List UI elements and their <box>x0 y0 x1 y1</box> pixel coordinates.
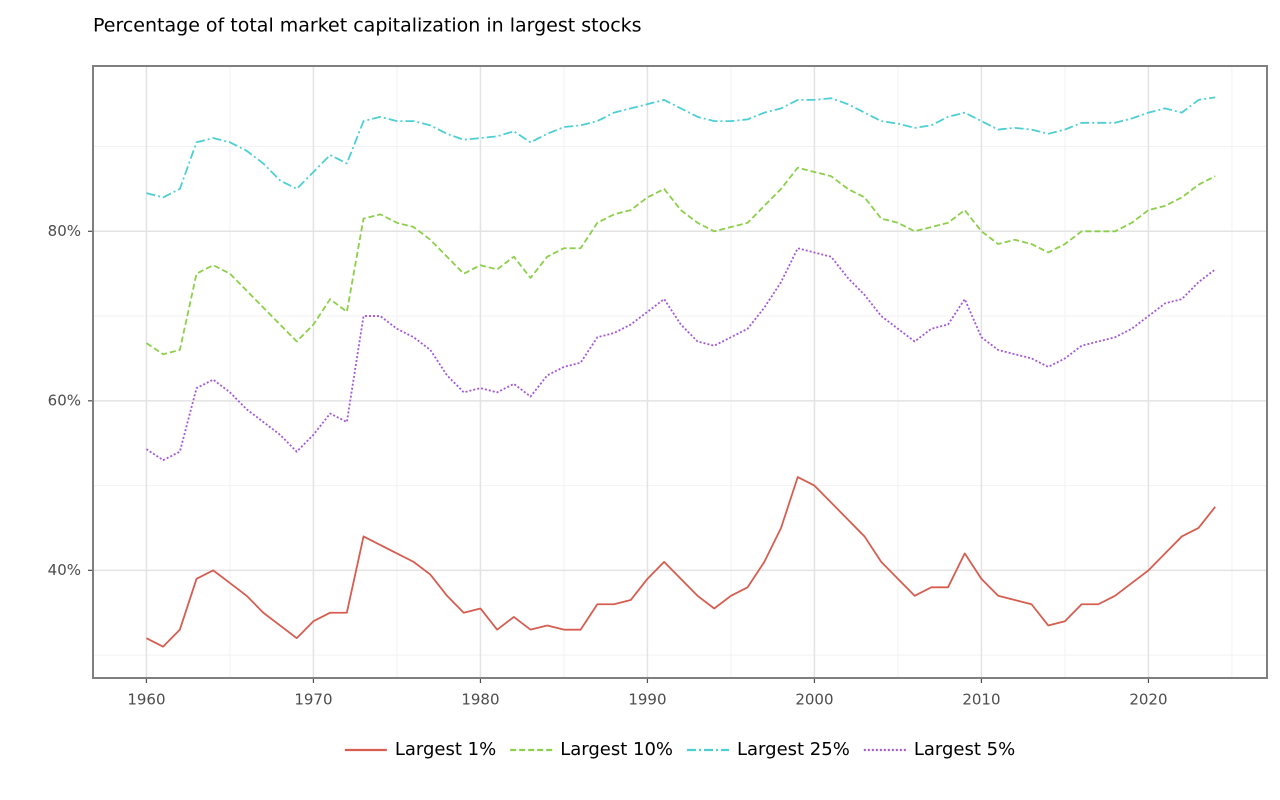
series-line <box>145 166 1216 356</box>
x-tick-label: 2000 <box>795 691 833 709</box>
x-tick-label: 1980 <box>461 691 499 709</box>
chart-title: Percentage of total market capitalizatio… <box>93 15 642 37</box>
x-tick-label: 1990 <box>628 691 666 709</box>
series-line <box>146 96 1216 199</box>
y-tick-label: 40% <box>48 561 81 579</box>
legend-label: Largest 25% <box>737 739 850 760</box>
legend-label: Largest 5% <box>914 739 1015 760</box>
series-line <box>145 247 1216 462</box>
x-tick-label: 2020 <box>1129 691 1167 709</box>
legend-label: Largest 10% <box>560 739 673 760</box>
x-tick-label: 2010 <box>962 691 1000 709</box>
y-tick-label: 60% <box>48 391 81 409</box>
x-tick-label: 1960 <box>127 691 165 709</box>
series-line <box>146 476 1216 648</box>
x-tick-label: 1970 <box>294 691 332 709</box>
panel-border <box>92 65 1268 679</box>
y-tick-label: 80% <box>48 222 81 240</box>
legend-label: Largest 1% <box>395 739 496 760</box>
